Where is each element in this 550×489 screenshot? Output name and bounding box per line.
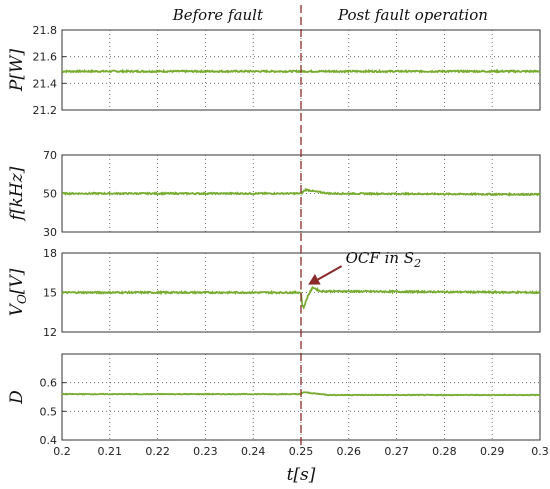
panel-power: 21.2 21.4 21.6 21.8 P[W] (7, 24, 541, 117)
annotation-label: OCF in S2 (346, 249, 421, 270)
y-tick-label: 18 (43, 247, 57, 260)
y-tick-label: 21.2 (33, 104, 58, 117)
x-axis-label: t[s] (287, 465, 316, 485)
y-tick-label: 15 (43, 287, 57, 300)
panel-frequency: 30 50 70 f[kHz] (7, 149, 541, 239)
y-axis-label: VO[V] (7, 268, 29, 316)
panel-duty-cycle: 0.4 0.5 0.6 D (7, 353, 541, 447)
x-tick-label: 0.21 (98, 445, 123, 458)
x-tick-label: 0.26 (337, 445, 362, 458)
x-tick-label: 0.28 (432, 445, 457, 458)
arrow-head (308, 274, 321, 285)
x-tick-labels: 0.2 0.21 0.22 0.23 0.24 0.25 0.26 0.27 0.28 0.29 0… (53, 445, 549, 458)
x-tick-label: 0.24 (241, 445, 266, 458)
arrow-shaft (313, 265, 343, 283)
y-tick-label: 0.5 (40, 405, 58, 418)
y-axis-label: D (7, 390, 27, 405)
y-axis-label: f[kHz] (7, 166, 27, 222)
region-label-before: Before fault (172, 6, 264, 24)
y-tick-label: 30 (43, 226, 57, 239)
x-tick-label: 0.22 (145, 445, 170, 458)
y-tick-label: 21.8 (33, 24, 58, 37)
x-tick-label: 0.27 (384, 445, 409, 458)
y-tick-label: 70 (43, 149, 57, 162)
y-tick-label: 0.6 (40, 377, 58, 390)
ocf-annotation: OCF in S2 (308, 249, 421, 285)
y-tick-label: 12 (43, 326, 57, 339)
x-tick-label: 0.25 (289, 445, 314, 458)
x-tick-label: 0.2 (53, 445, 71, 458)
x-tick-label: 0.23 (193, 445, 218, 458)
panel-output-voltage: 12 15 18 VO[V] (7, 247, 541, 339)
y-tick-label: 21.4 (33, 77, 58, 90)
region-label-after: Post fault operation (337, 6, 488, 24)
y-tick-label: 21.6 (33, 51, 58, 64)
panels-layer: 21.2 21.4 21.6 21.8 P[W] 30 50 70 f[kHz] 12 15 18 VO… (7, 24, 541, 447)
y-tick-label: 0.4 (40, 434, 58, 447)
x-tick-label: 0.3 (531, 445, 549, 458)
x-tick-label: 0.29 (480, 445, 505, 458)
y-axis-label: P[W] (7, 49, 27, 93)
y-tick-label: 50 (43, 188, 57, 201)
